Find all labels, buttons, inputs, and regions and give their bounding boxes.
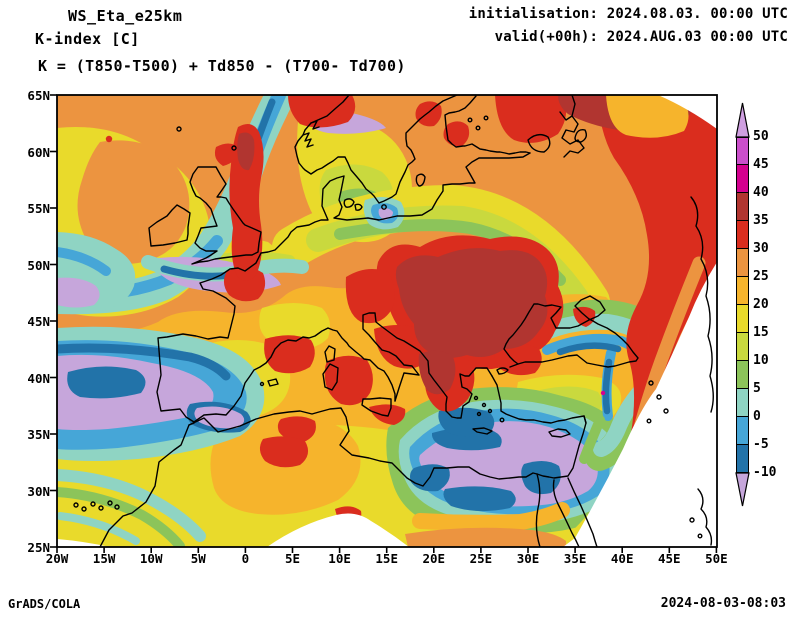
colorbar-tick-label: 45 xyxy=(753,157,769,172)
colorbar-segment xyxy=(736,249,749,277)
colorbar-segment xyxy=(736,389,749,417)
lat-tick-label: 50N xyxy=(27,257,50,273)
colorbar-tick-label: -5 xyxy=(753,437,769,452)
colorbar-segment xyxy=(736,277,749,305)
lon-tick-label: 45E xyxy=(658,551,681,566)
lon-tick-label: 0 xyxy=(241,551,250,566)
colorbar-tick-label: -10 xyxy=(753,465,777,480)
lon-tick-label: 50E xyxy=(705,551,728,566)
map-frame-layer xyxy=(50,94,718,553)
colorbar-segment xyxy=(736,221,749,249)
grads-credit: GrADS/COLA xyxy=(8,597,81,611)
lat-tick-label: 40N xyxy=(27,370,50,386)
lon-tick-label: 15W xyxy=(92,551,116,566)
lon-tick-label: 35E xyxy=(563,551,587,566)
initialisation-text: initialisation: 2024.08.03. 00:00 UTC xyxy=(468,6,788,22)
coastlines-layer xyxy=(73,95,714,547)
colorbar-tick-label: 20 xyxy=(753,297,769,312)
lat-tick-label: 45N xyxy=(27,314,50,329)
valid-time-text: valid(+00h): 2024.AUG.03 00:00 UTC xyxy=(494,29,788,45)
colorbar-segment xyxy=(736,165,749,193)
formula-text: K = (T850-T500) + Td850 - (T700- Td700) xyxy=(38,57,406,75)
contour-fill-layer xyxy=(57,95,717,547)
lon-tick-label: 40E xyxy=(610,551,634,566)
lon-tick-label: 10W xyxy=(139,551,163,566)
colorbar-segment xyxy=(736,445,749,473)
lon-tick-label: 5W xyxy=(190,551,206,566)
colorbar-segment xyxy=(736,361,749,389)
lat-tick-label: 35N xyxy=(27,427,50,442)
colorbar-tick-label: 40 xyxy=(753,185,769,200)
lat-tick-label: 55N xyxy=(27,201,50,216)
lon-tick-label: 25E xyxy=(469,551,493,566)
lon-tick-label: 10E xyxy=(328,551,351,566)
model-title: WS_Eta_e25km xyxy=(68,7,183,25)
colorbar-tick-label: 0 xyxy=(753,409,761,424)
colorbar-tick-label: 15 xyxy=(753,325,769,340)
colorbar-segment xyxy=(736,333,749,361)
lat-tick-label: 60N xyxy=(27,144,50,160)
lon-tick-label: 30E xyxy=(516,551,540,566)
lon-tick-label: 15E xyxy=(375,551,398,566)
colorbar-segment xyxy=(736,193,749,221)
colorbar-tick-label: 30 xyxy=(753,241,769,256)
colorbar-tick-label: 25 xyxy=(753,269,769,284)
lat-tick-label: 25N xyxy=(27,540,50,555)
colorbar-tick-label: 5 xyxy=(753,381,761,396)
lon-tick-label: 20W xyxy=(45,551,69,566)
colorbar-segment xyxy=(736,417,749,445)
lon-tick-label: 20E xyxy=(422,551,446,566)
colorbar-tick-label: 10 xyxy=(753,353,769,368)
variable-title: K-index [C] xyxy=(35,30,140,48)
lat-tick-label: 30N xyxy=(27,483,50,499)
colorbar-segment xyxy=(736,305,749,333)
colorbar-tick-label: 35 xyxy=(753,213,769,228)
no-data-mask-layer xyxy=(57,95,717,547)
creation-timestamp: 2024-08-03-08:03 xyxy=(660,596,786,611)
lat-tick-label: 65N xyxy=(27,88,50,103)
lon-tick-label: 5E xyxy=(284,551,301,566)
colorbar-tick-label: 50 xyxy=(753,129,769,144)
colorbar-segment xyxy=(736,137,749,165)
